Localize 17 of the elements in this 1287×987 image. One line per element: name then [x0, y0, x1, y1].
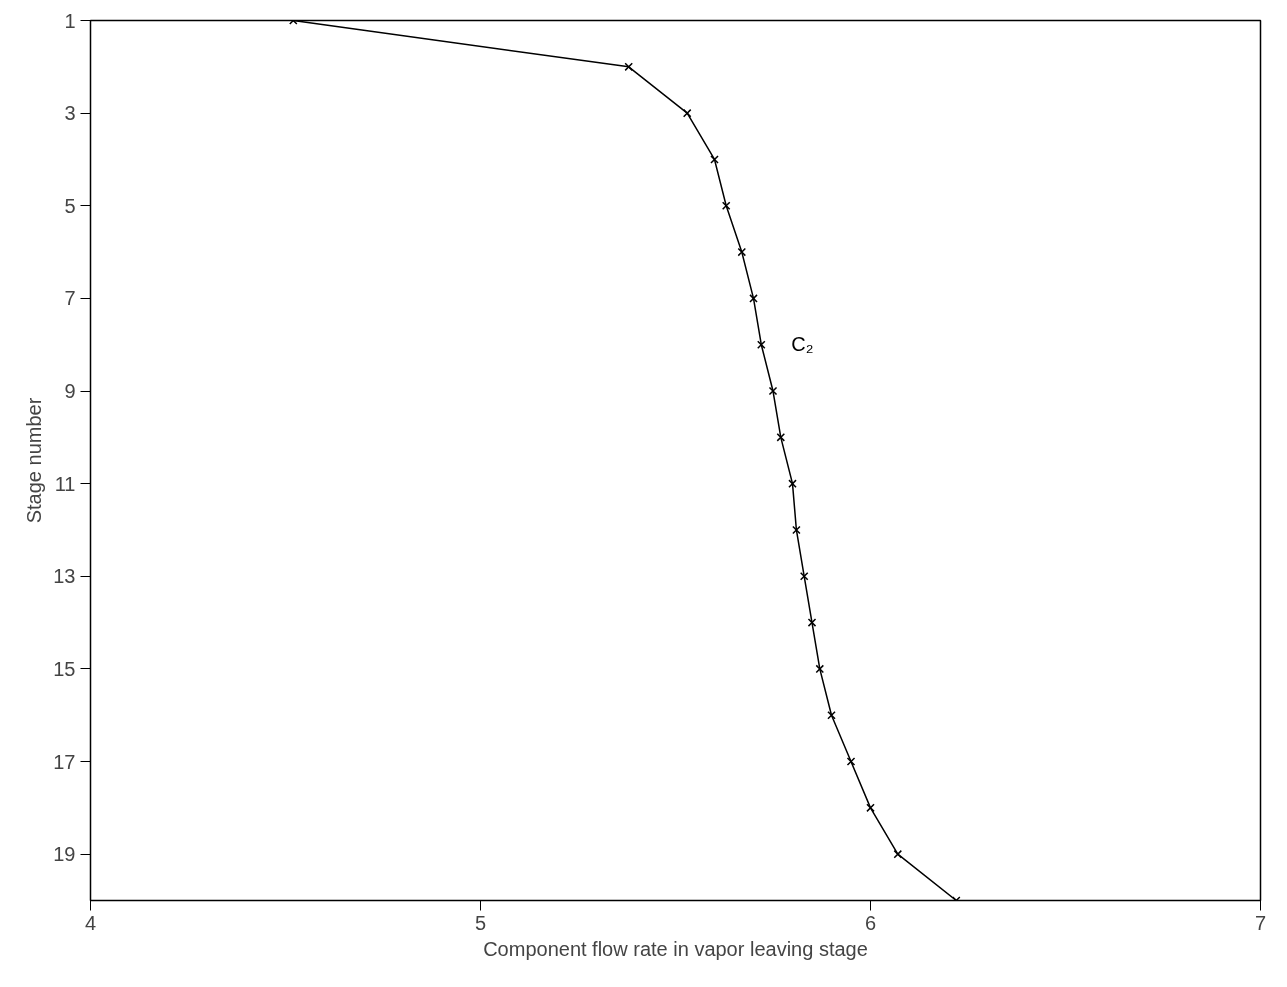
x-tick-label: 5	[474, 911, 487, 934]
x-tick-label: 4	[84, 911, 97, 934]
y-tick-label: 5	[64, 194, 76, 217]
series-label: C₂	[791, 332, 814, 355]
x-tick-label: 7	[1254, 911, 1267, 934]
y-tick-label: 1	[64, 9, 76, 32]
y-tick-label: 9	[64, 380, 76, 403]
y-tick-label: 7	[64, 287, 76, 310]
y-tick-label: 15	[53, 657, 76, 680]
y-tick-label: 13	[53, 565, 76, 588]
y-tick-label: 17	[53, 750, 76, 773]
x-tick-label: 6	[864, 911, 877, 934]
y-axis-title: Stage number	[23, 397, 46, 524]
y-tick-label: 11	[54, 472, 76, 495]
y-tick-label: 19	[53, 843, 76, 866]
y-tick-label: 3	[64, 102, 76, 125]
x-axis-title: Component flow rate in vapor leaving stage	[483, 937, 868, 960]
